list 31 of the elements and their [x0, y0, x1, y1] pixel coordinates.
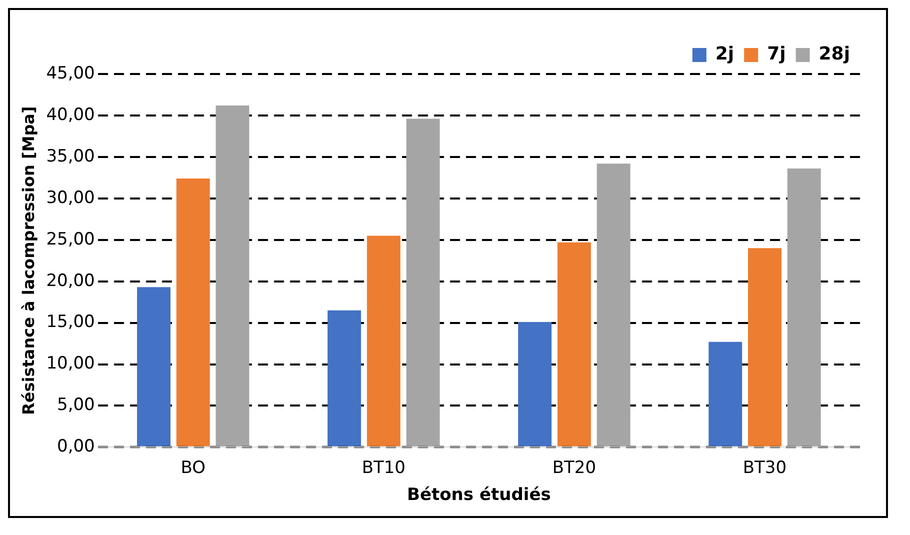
x-axis-title: Bétons étudiés — [407, 485, 551, 506]
bar — [518, 322, 552, 446]
legend-label: 2j — [715, 44, 734, 65]
bar — [366, 236, 400, 446]
bar — [137, 287, 170, 446]
bar — [708, 342, 742, 446]
y-tick-label: 35,00 — [46, 146, 95, 166]
legend-label: 28j — [818, 44, 850, 65]
y-axis-title: Résistance à lacompression [Mpa] — [18, 106, 38, 415]
y-tick-label: 45,00 — [46, 63, 95, 84]
y-tick-label: 25,00 — [46, 229, 95, 250]
bar — [557, 242, 591, 446]
x-tick-label: BT30 — [742, 458, 787, 478]
bar — [787, 168, 821, 446]
y-tick-label: 15,00 — [46, 312, 95, 332]
x-tick-label: BT20 — [552, 458, 596, 478]
bar — [216, 106, 250, 446]
y-tick-label: 20,00 — [46, 270, 95, 291]
y-tick-label: 5,00 — [57, 395, 95, 416]
legend-label: 7j — [767, 44, 786, 65]
bar — [596, 164, 630, 446]
y-tick-label: 0,00 — [57, 436, 95, 457]
bar — [328, 310, 362, 446]
x-tick-label: BO — [180, 458, 206, 478]
bar — [748, 248, 782, 446]
x-tick-label: BT10 — [362, 458, 406, 478]
y-tick-label: 10,00 — [46, 354, 95, 374]
bar — [176, 178, 210, 446]
y-tick-label: 40,00 — [46, 104, 95, 125]
y-tick-label: 30,00 — [46, 188, 95, 208]
bar — [406, 118, 440, 446]
